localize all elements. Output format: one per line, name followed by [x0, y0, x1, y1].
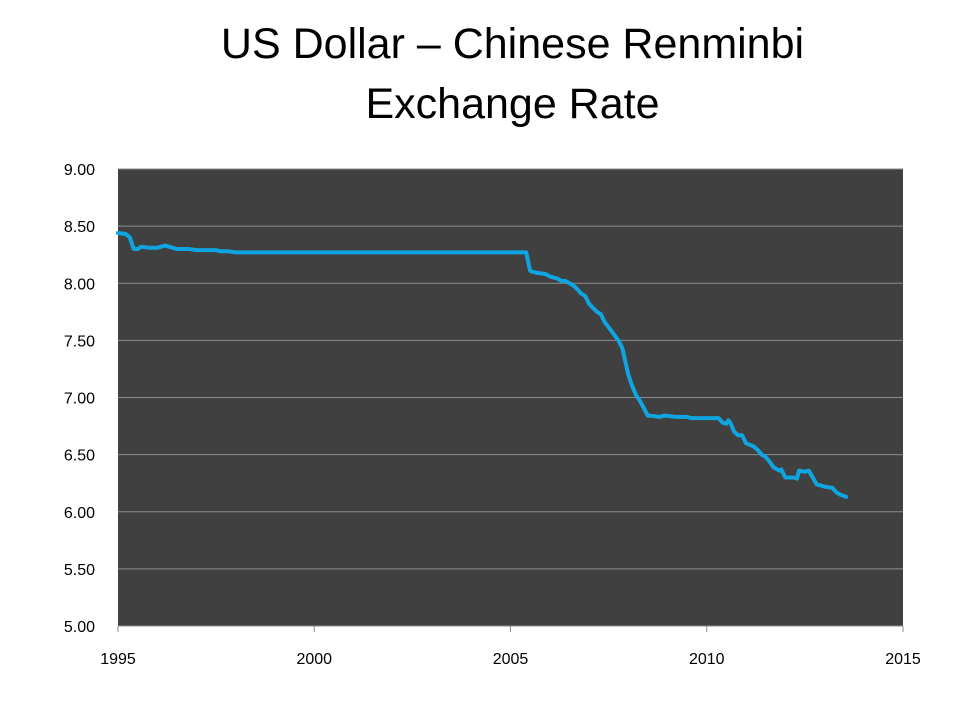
- gridlines: [118, 168, 903, 570]
- y-tick-label: 6.00: [64, 505, 95, 522]
- x-tick-label: 2000: [296, 651, 332, 668]
- y-tick-label: 6.50: [64, 448, 95, 465]
- y-tick-label: 8.50: [64, 219, 95, 236]
- y-tick-label: 7.50: [64, 333, 95, 350]
- x-tick-label: 1995: [100, 651, 136, 668]
- x-tick-label: 2010: [689, 651, 725, 668]
- y-tick-label: 8.00: [64, 276, 95, 293]
- x-tick-label: 2015: [885, 651, 921, 668]
- y-tick-label: 5.00: [64, 619, 95, 636]
- y-tick-label: 7.00: [64, 391, 95, 408]
- chart-title-line-2: Exchange Rate: [365, 80, 660, 128]
- y-tick-label: 5.50: [64, 562, 95, 579]
- x-tick-label: 2005: [493, 651, 529, 668]
- y-axis-tick-labels: 5.00 5.50 6.00 6.50 7.00 7.50 8.00 8.50 9.00: [64, 162, 95, 636]
- exchange-rate-line: [116, 231, 849, 499]
- x-axis-tick-labels: 1995 2000 2005 2010 2015: [100, 651, 921, 668]
- chart-title-line-1: US Dollar – Chinese Renminbi: [220, 20, 805, 68]
- y-tick-label: 9.00: [64, 162, 95, 179]
- axes: [117, 625, 904, 632]
- chart-title: US Dollar – Chinese Renminbi Exchange Ra…: [0, 14, 960, 134]
